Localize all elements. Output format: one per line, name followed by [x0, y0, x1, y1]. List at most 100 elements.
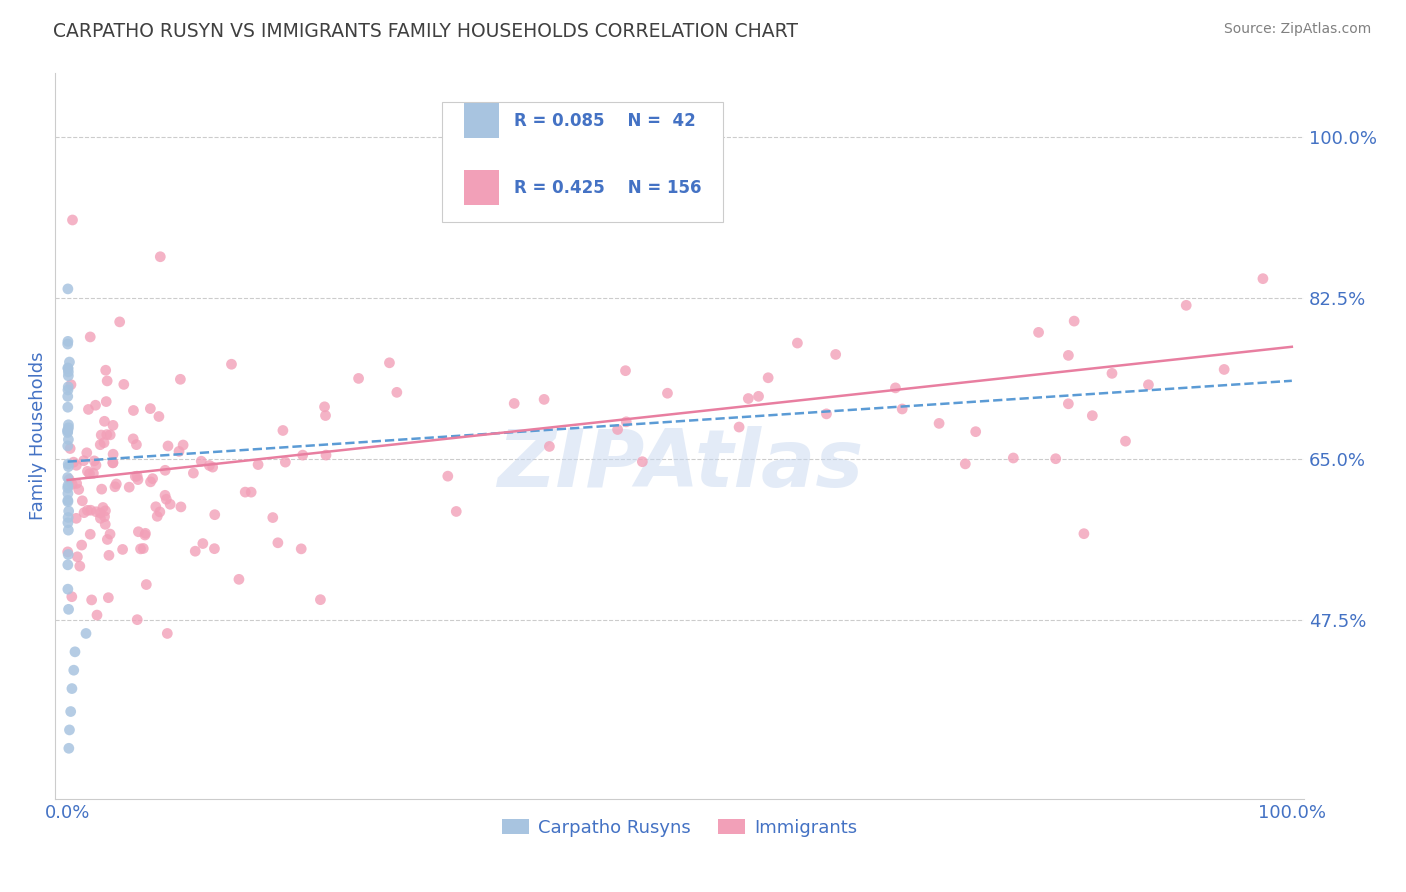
Point — [221, 357, 243, 371]
Point — [56, 383, 79, 397]
Point — [728, 420, 751, 434]
Point — [56, 558, 79, 572]
Point — [127, 524, 149, 539]
Point — [1057, 397, 1080, 411]
Point — [66, 549, 89, 564]
Point — [90, 482, 112, 496]
Point — [146, 509, 169, 524]
Point — [104, 480, 127, 494]
Point — [58, 368, 80, 383]
Point — [129, 541, 152, 556]
Point — [75, 626, 97, 640]
Point — [132, 541, 155, 556]
Point — [1175, 298, 1198, 312]
Point — [291, 448, 314, 462]
Point — [96, 533, 118, 547]
Point — [62, 663, 84, 677]
Point — [98, 527, 121, 541]
Point — [271, 424, 294, 438]
Point — [314, 400, 336, 414]
Text: R = 0.085    N =  42: R = 0.085 N = 42 — [513, 112, 696, 130]
Point — [884, 381, 907, 395]
Point — [127, 613, 149, 627]
Point — [56, 516, 79, 530]
Point — [56, 424, 79, 438]
Point — [149, 250, 172, 264]
Point — [101, 447, 124, 461]
Point — [65, 511, 87, 525]
Point — [89, 511, 111, 525]
Point — [79, 527, 101, 541]
Point — [149, 505, 172, 519]
Point — [155, 492, 177, 507]
Point — [69, 559, 91, 574]
Point — [891, 401, 914, 416]
Point — [63, 645, 86, 659]
Point — [58, 380, 80, 394]
Point — [56, 545, 79, 559]
Point — [824, 347, 846, 361]
Point — [172, 438, 194, 452]
Point — [56, 494, 79, 508]
Point — [79, 467, 101, 481]
Point — [385, 385, 408, 400]
Point — [86, 608, 108, 623]
Point — [84, 458, 107, 472]
Point — [56, 582, 79, 597]
Point — [67, 483, 90, 497]
Point — [105, 477, 128, 491]
Point — [56, 337, 79, 351]
Point — [122, 403, 145, 417]
Point — [56, 425, 79, 440]
Point — [59, 705, 82, 719]
Point — [378, 356, 401, 370]
Point — [59, 377, 82, 392]
Point — [56, 423, 79, 437]
Point — [83, 454, 105, 468]
Point — [1114, 434, 1136, 449]
Text: R = 0.425    N = 156: R = 0.425 N = 156 — [513, 178, 702, 196]
Point — [58, 459, 80, 474]
Point — [94, 363, 117, 377]
Point — [274, 455, 297, 469]
Point — [84, 398, 107, 412]
Point — [815, 407, 838, 421]
Point — [56, 334, 79, 349]
Point — [1045, 451, 1067, 466]
Point — [118, 480, 141, 494]
Point — [58, 723, 80, 737]
Point — [201, 460, 224, 475]
Point — [1002, 450, 1025, 465]
Point — [135, 577, 157, 591]
Point — [65, 458, 87, 473]
Point — [111, 542, 134, 557]
Point — [108, 315, 131, 329]
Point — [96, 427, 118, 442]
Point — [267, 535, 290, 549]
Point — [58, 433, 80, 447]
Point — [101, 456, 124, 470]
Point — [93, 509, 115, 524]
Point — [1213, 362, 1236, 376]
Point — [58, 741, 80, 756]
Point — [190, 454, 212, 468]
Point — [134, 528, 156, 542]
Point — [347, 371, 370, 385]
Point — [183, 466, 205, 480]
Point — [76, 503, 98, 517]
Point — [70, 538, 93, 552]
Point — [538, 439, 561, 453]
Point — [59, 442, 82, 456]
Point — [159, 497, 181, 511]
Point — [533, 392, 555, 407]
Point — [737, 392, 759, 406]
Point — [56, 510, 79, 524]
Point — [204, 508, 226, 522]
Point — [101, 418, 124, 433]
Point — [89, 506, 111, 520]
Point — [169, 372, 191, 386]
Point — [127, 473, 149, 487]
Point — [127, 469, 149, 483]
Text: Source: ZipAtlas.com: Source: ZipAtlas.com — [1223, 22, 1371, 37]
Point — [228, 572, 250, 586]
